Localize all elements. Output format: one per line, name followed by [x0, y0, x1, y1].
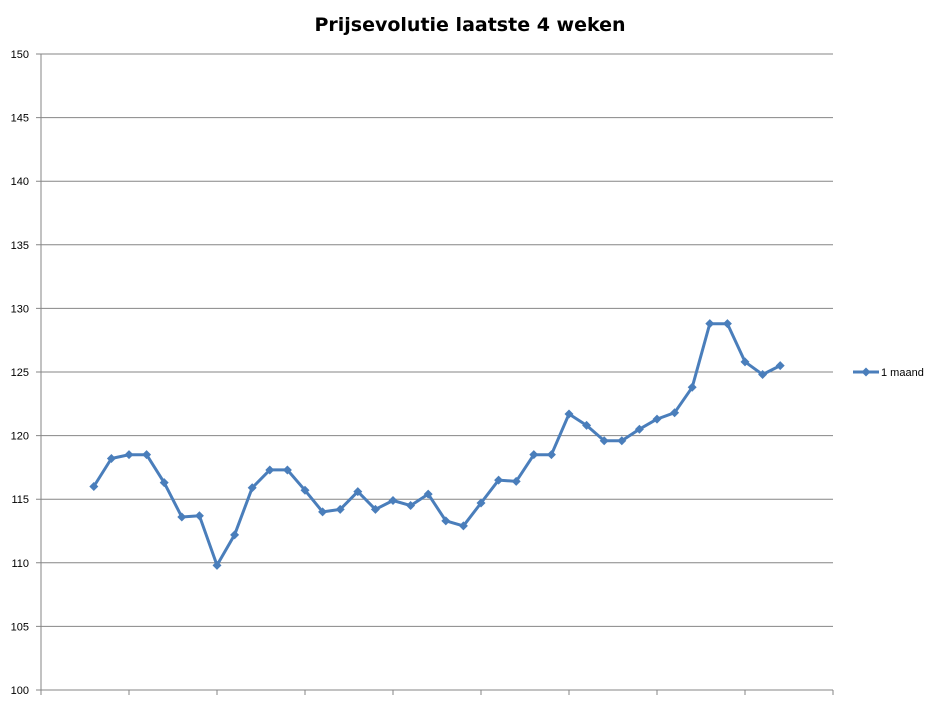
- data-point: [423, 489, 433, 499]
- data-point: [758, 370, 768, 380]
- data-point: [265, 465, 275, 475]
- data-point: [652, 414, 662, 424]
- y-tick-label: 110: [11, 558, 29, 570]
- y-tick-label: 135: [11, 240, 29, 252]
- legend: 1 maand: [853, 367, 924, 379]
- data-point: [318, 507, 328, 517]
- data-point: [775, 361, 785, 371]
- data-point: [89, 481, 99, 491]
- data-point: [529, 450, 539, 460]
- y-tick-label: 125: [11, 367, 29, 379]
- data-point: [599, 436, 609, 446]
- y-tick-label: 115: [11, 494, 29, 506]
- data-point: [705, 319, 715, 329]
- y-tick-label: 150: [11, 49, 29, 61]
- data-point: [212, 560, 222, 570]
- data-point: [441, 516, 451, 526]
- y-tick-label: 145: [11, 113, 29, 125]
- series-group: [89, 319, 785, 570]
- data-point: [546, 450, 556, 460]
- legend-marker: [861, 367, 871, 377]
- legend-label: 1 maand: [881, 367, 924, 379]
- data-point: [494, 475, 504, 485]
- axes: [40, 54, 834, 695]
- y-axis-ticks: 100 105 110 115 120 125 130 135 140 145 150: [11, 49, 29, 697]
- data-point: [282, 465, 292, 475]
- data-point: [634, 424, 644, 434]
- data-point: [106, 453, 116, 463]
- y-tick-label: 130: [11, 303, 29, 315]
- data-point: [722, 319, 732, 329]
- data-point: [617, 436, 627, 446]
- data-point: [476, 498, 486, 508]
- data-point: [670, 408, 680, 418]
- data-point: [353, 487, 363, 497]
- y-tick-label: 100: [11, 685, 29, 697]
- data-point: [335, 504, 345, 514]
- data-point: [687, 382, 697, 392]
- data-point: [740, 357, 750, 367]
- data-point: [177, 512, 187, 522]
- y-tick-label: 105: [11, 621, 29, 633]
- data-point: [511, 476, 521, 486]
- data-point: [300, 485, 310, 495]
- data-point: [124, 450, 134, 460]
- data-point: [582, 420, 592, 430]
- data-point: [458, 521, 468, 531]
- data-point: [247, 483, 257, 493]
- gridlines: [36, 53, 833, 691]
- y-tick-label: 140: [11, 176, 29, 188]
- data-point: [564, 409, 574, 419]
- data-point: [406, 501, 416, 511]
- data-point: [159, 478, 169, 488]
- series-line: [92, 322, 781, 567]
- chart-title: Prijsevolutie laatste 4 weken: [314, 14, 625, 36]
- y-tick-label: 120: [11, 431, 29, 443]
- data-point: [230, 530, 240, 540]
- data-point: [194, 511, 204, 521]
- data-point: [370, 504, 380, 514]
- data-point: [142, 450, 152, 460]
- data-point: [388, 495, 398, 505]
